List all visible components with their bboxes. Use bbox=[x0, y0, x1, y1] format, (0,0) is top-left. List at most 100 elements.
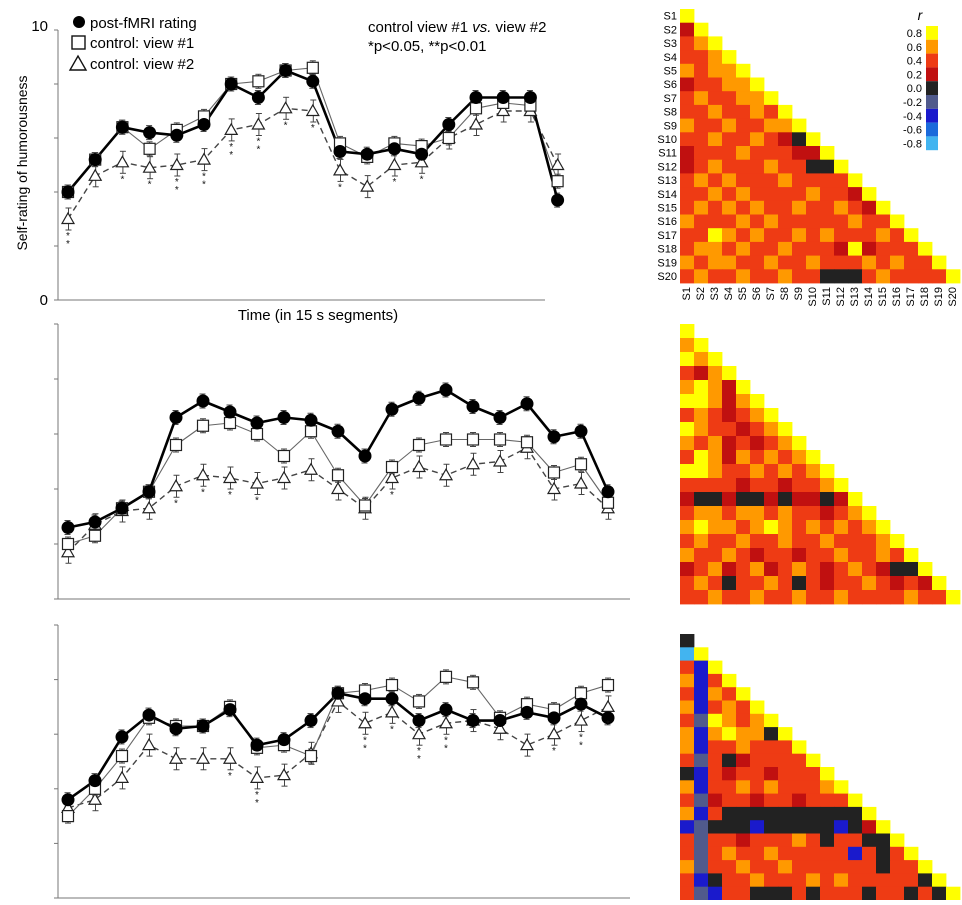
heatmap-cell bbox=[722, 793, 737, 808]
point-view1 bbox=[442, 131, 455, 145]
heatmap-cell bbox=[806, 793, 821, 808]
heatmap-cell bbox=[722, 118, 737, 133]
point-view2 bbox=[276, 767, 292, 781]
heatmap-cell bbox=[708, 833, 723, 848]
heatmap-cell bbox=[778, 118, 793, 133]
heatmap-cell bbox=[694, 833, 709, 848]
heatmap-cell bbox=[778, 767, 793, 781]
heatmap-cell bbox=[834, 590, 849, 605]
heatmap-cell bbox=[722, 780, 737, 794]
heatmap-cell bbox=[806, 753, 821, 768]
heatmap-cell bbox=[750, 464, 765, 479]
point-view2 bbox=[303, 462, 319, 475]
point-view2 bbox=[115, 155, 130, 168]
heatmap-cell bbox=[750, 255, 765, 270]
heatmap-cell bbox=[680, 753, 695, 768]
heatmap-col-label: S1 bbox=[681, 287, 693, 300]
heatmap-cell bbox=[708, 255, 723, 270]
heatmap-col-label: S13 bbox=[849, 287, 861, 307]
heatmap-cell bbox=[736, 255, 751, 270]
point-view2 bbox=[196, 152, 212, 165]
heatmap-cell bbox=[708, 860, 723, 874]
colorbar-swatch bbox=[926, 108, 938, 123]
heatmap-cell bbox=[876, 520, 891, 535]
heatmap-cell bbox=[834, 860, 849, 874]
heatmap-cell bbox=[708, 187, 723, 202]
heatmap-cell bbox=[918, 860, 933, 874]
heatmap-cell bbox=[750, 506, 765, 521]
heatmap-cell bbox=[708, 660, 723, 675]
significance-mark: * bbox=[202, 180, 206, 191]
heatmap-cell bbox=[806, 146, 821, 161]
heatmap-cell bbox=[736, 77, 751, 92]
point-post-fmri bbox=[277, 733, 291, 747]
heatmap-cell bbox=[680, 713, 695, 728]
heatmap-cell bbox=[792, 590, 807, 605]
point-post-fmri bbox=[415, 147, 429, 161]
point-view2 bbox=[251, 117, 266, 130]
heatmap-cell bbox=[890, 846, 905, 861]
heatmap-cell bbox=[750, 873, 765, 888]
heatmap-cell bbox=[736, 576, 751, 591]
heatmap-cell bbox=[680, 9, 695, 24]
heatmap-cell bbox=[890, 241, 905, 256]
heatmap-cell bbox=[792, 793, 807, 808]
heatmap-cell bbox=[876, 255, 891, 270]
heatmap-cell bbox=[722, 380, 737, 395]
y-tick-bottom: 0 bbox=[40, 292, 48, 309]
heatmap-cell bbox=[890, 860, 905, 874]
point-view1 bbox=[223, 416, 237, 430]
point-view2 bbox=[546, 481, 562, 495]
heatmap-cell bbox=[736, 740, 751, 755]
heatmap-cell bbox=[694, 687, 709, 701]
heatmap-cell bbox=[750, 767, 765, 781]
heatmap-cell bbox=[876, 873, 891, 888]
heatmap-row-label: S6 bbox=[664, 79, 677, 91]
heatmap-cell bbox=[876, 228, 891, 243]
heatmap-cell bbox=[792, 833, 807, 848]
heatmap-cell bbox=[820, 478, 835, 493]
heatmap-cell bbox=[694, 408, 709, 423]
heatmap-cell bbox=[778, 506, 793, 521]
heatmap-cell bbox=[722, 506, 737, 521]
heatmap-cell bbox=[764, 562, 779, 577]
point-view1 bbox=[61, 809, 75, 823]
heatmap-cell bbox=[848, 590, 863, 605]
point-post-fmri bbox=[385, 402, 399, 416]
point-post-fmri bbox=[88, 515, 102, 529]
point-post-fmri bbox=[496, 91, 510, 104]
heatmap-cell bbox=[890, 590, 905, 605]
heatmap-cell bbox=[820, 269, 835, 284]
point-post-fmri bbox=[142, 485, 156, 499]
heatmap-cell bbox=[862, 846, 877, 861]
heatmap-cell bbox=[778, 740, 793, 755]
heatmap-cell bbox=[834, 478, 849, 493]
heatmap-cell bbox=[694, 118, 709, 133]
significance-mark: * bbox=[229, 150, 233, 161]
heatmap-cell bbox=[862, 214, 877, 229]
significance-mark: * bbox=[390, 724, 394, 735]
heatmap-row-label: S1 bbox=[664, 11, 677, 23]
legend-marker-view1 bbox=[71, 35, 86, 50]
heatmap-cell bbox=[862, 187, 877, 202]
heatmap-cell bbox=[834, 576, 849, 591]
heatmap-cell bbox=[694, 338, 709, 353]
heatmap-cell bbox=[792, 886, 807, 901]
colorbar: r 0.8 0.6 0.40.2 0.0 -0.2 -0.4 -0.6-0.8 bbox=[903, 7, 938, 150]
heatmap-row-label: S17 bbox=[657, 230, 677, 242]
heatmap-cell bbox=[750, 146, 765, 161]
heatmap-cell bbox=[792, 873, 807, 888]
heatmap-cell bbox=[694, 753, 709, 768]
heatmap-cell bbox=[722, 562, 737, 577]
heatmap-cell bbox=[876, 886, 891, 901]
heatmap-cell bbox=[764, 104, 779, 119]
heatmap-cell bbox=[680, 187, 695, 202]
point-view1 bbox=[304, 425, 318, 438]
heatmap-cell bbox=[862, 520, 877, 535]
heatmap-cell bbox=[834, 562, 849, 577]
point-post-fmri bbox=[223, 405, 237, 419]
heatmap-cell bbox=[750, 753, 765, 768]
heatmap-col-label: S6 bbox=[751, 287, 763, 300]
heatmap-cell bbox=[680, 324, 695, 339]
heatmap-cell bbox=[820, 793, 835, 808]
